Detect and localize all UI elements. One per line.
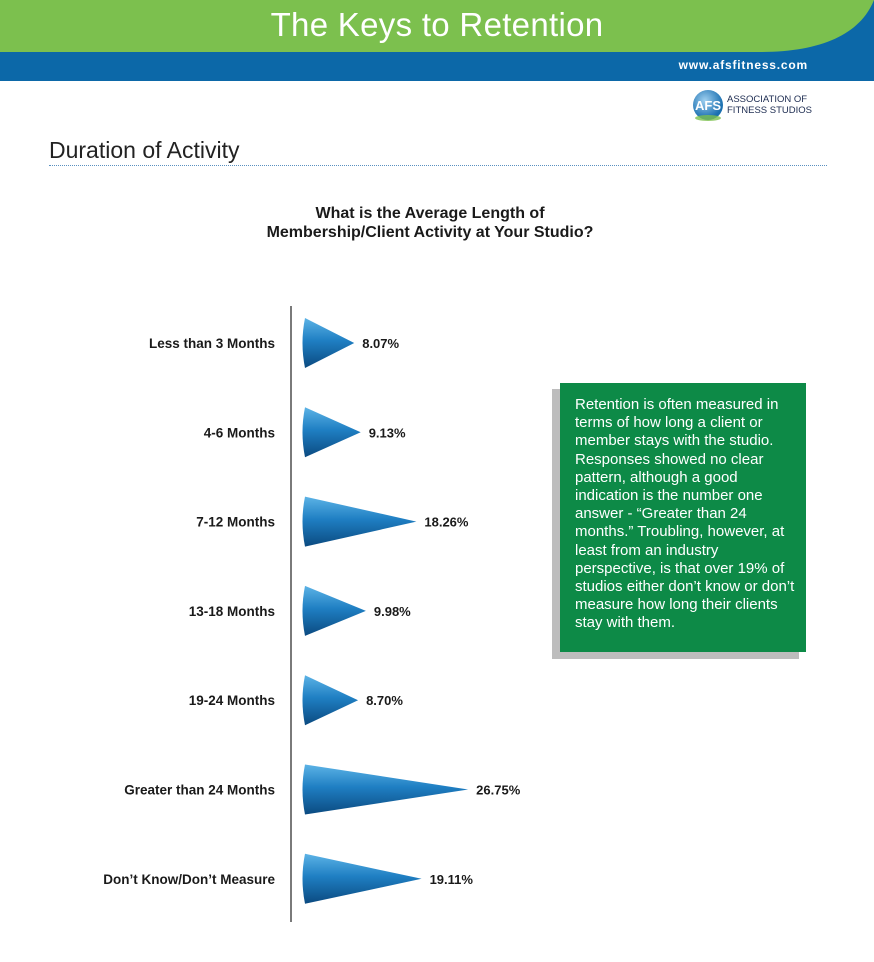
section-title: Duration of Activity [49, 137, 240, 163]
chart-title: What is the Average Length of Membership… [200, 204, 660, 242]
bar-6 [302, 853, 422, 904]
category-label: Don’t Know/Don’t Measure [103, 872, 275, 887]
value-label: 26.75% [476, 783, 521, 798]
afs-logo: AFS [693, 90, 723, 121]
value-label: 8.70% [366, 693, 403, 708]
category-label: 13-18 Months [189, 604, 275, 619]
bar-4 [302, 675, 359, 726]
website-link[interactable]: www.afsfitness.com [678, 58, 808, 72]
header-swoosh [760, 0, 874, 52]
category-label: Less than 3 Months [149, 336, 275, 351]
chart-title-line2: Membership/Client Activity at Your Studi… [266, 224, 594, 241]
category-label: 4-6 Months [204, 425, 275, 440]
logo-text-line1: ASSOCIATION OF [727, 94, 808, 105]
bar-0 [302, 318, 355, 368]
value-label: 9.98% [374, 604, 411, 619]
category-label: 19-24 Months [189, 693, 275, 708]
category-label: Greater than 24 Months [124, 783, 275, 798]
bar-1 [302, 407, 361, 458]
header-band-blue [0, 52, 874, 81]
value-label: 8.07% [362, 336, 399, 351]
chart-title-line1: What is the Average Length of [315, 205, 545, 222]
value-label: 19.11% [430, 872, 474, 887]
logo-letters: AFS [695, 98, 721, 113]
logo-text-line2: FITNESS STUDIOS [727, 105, 812, 116]
bar-5 [302, 764, 469, 815]
header-band-green [0, 0, 874, 52]
value-label: 18.26% [424, 515, 469, 530]
logo-text: ASSOCIATION OF FITNESS STUDIOS [727, 94, 812, 116]
page-title: The Keys to Retention [270, 6, 604, 43]
bar-3 [302, 585, 366, 636]
bar-2 [302, 496, 417, 547]
section-divider [49, 165, 827, 166]
value-label: 9.13% [369, 425, 406, 440]
category-label: 7-12 Months [196, 515, 275, 530]
note-box: Retention is often measured in terms of … [560, 383, 806, 652]
